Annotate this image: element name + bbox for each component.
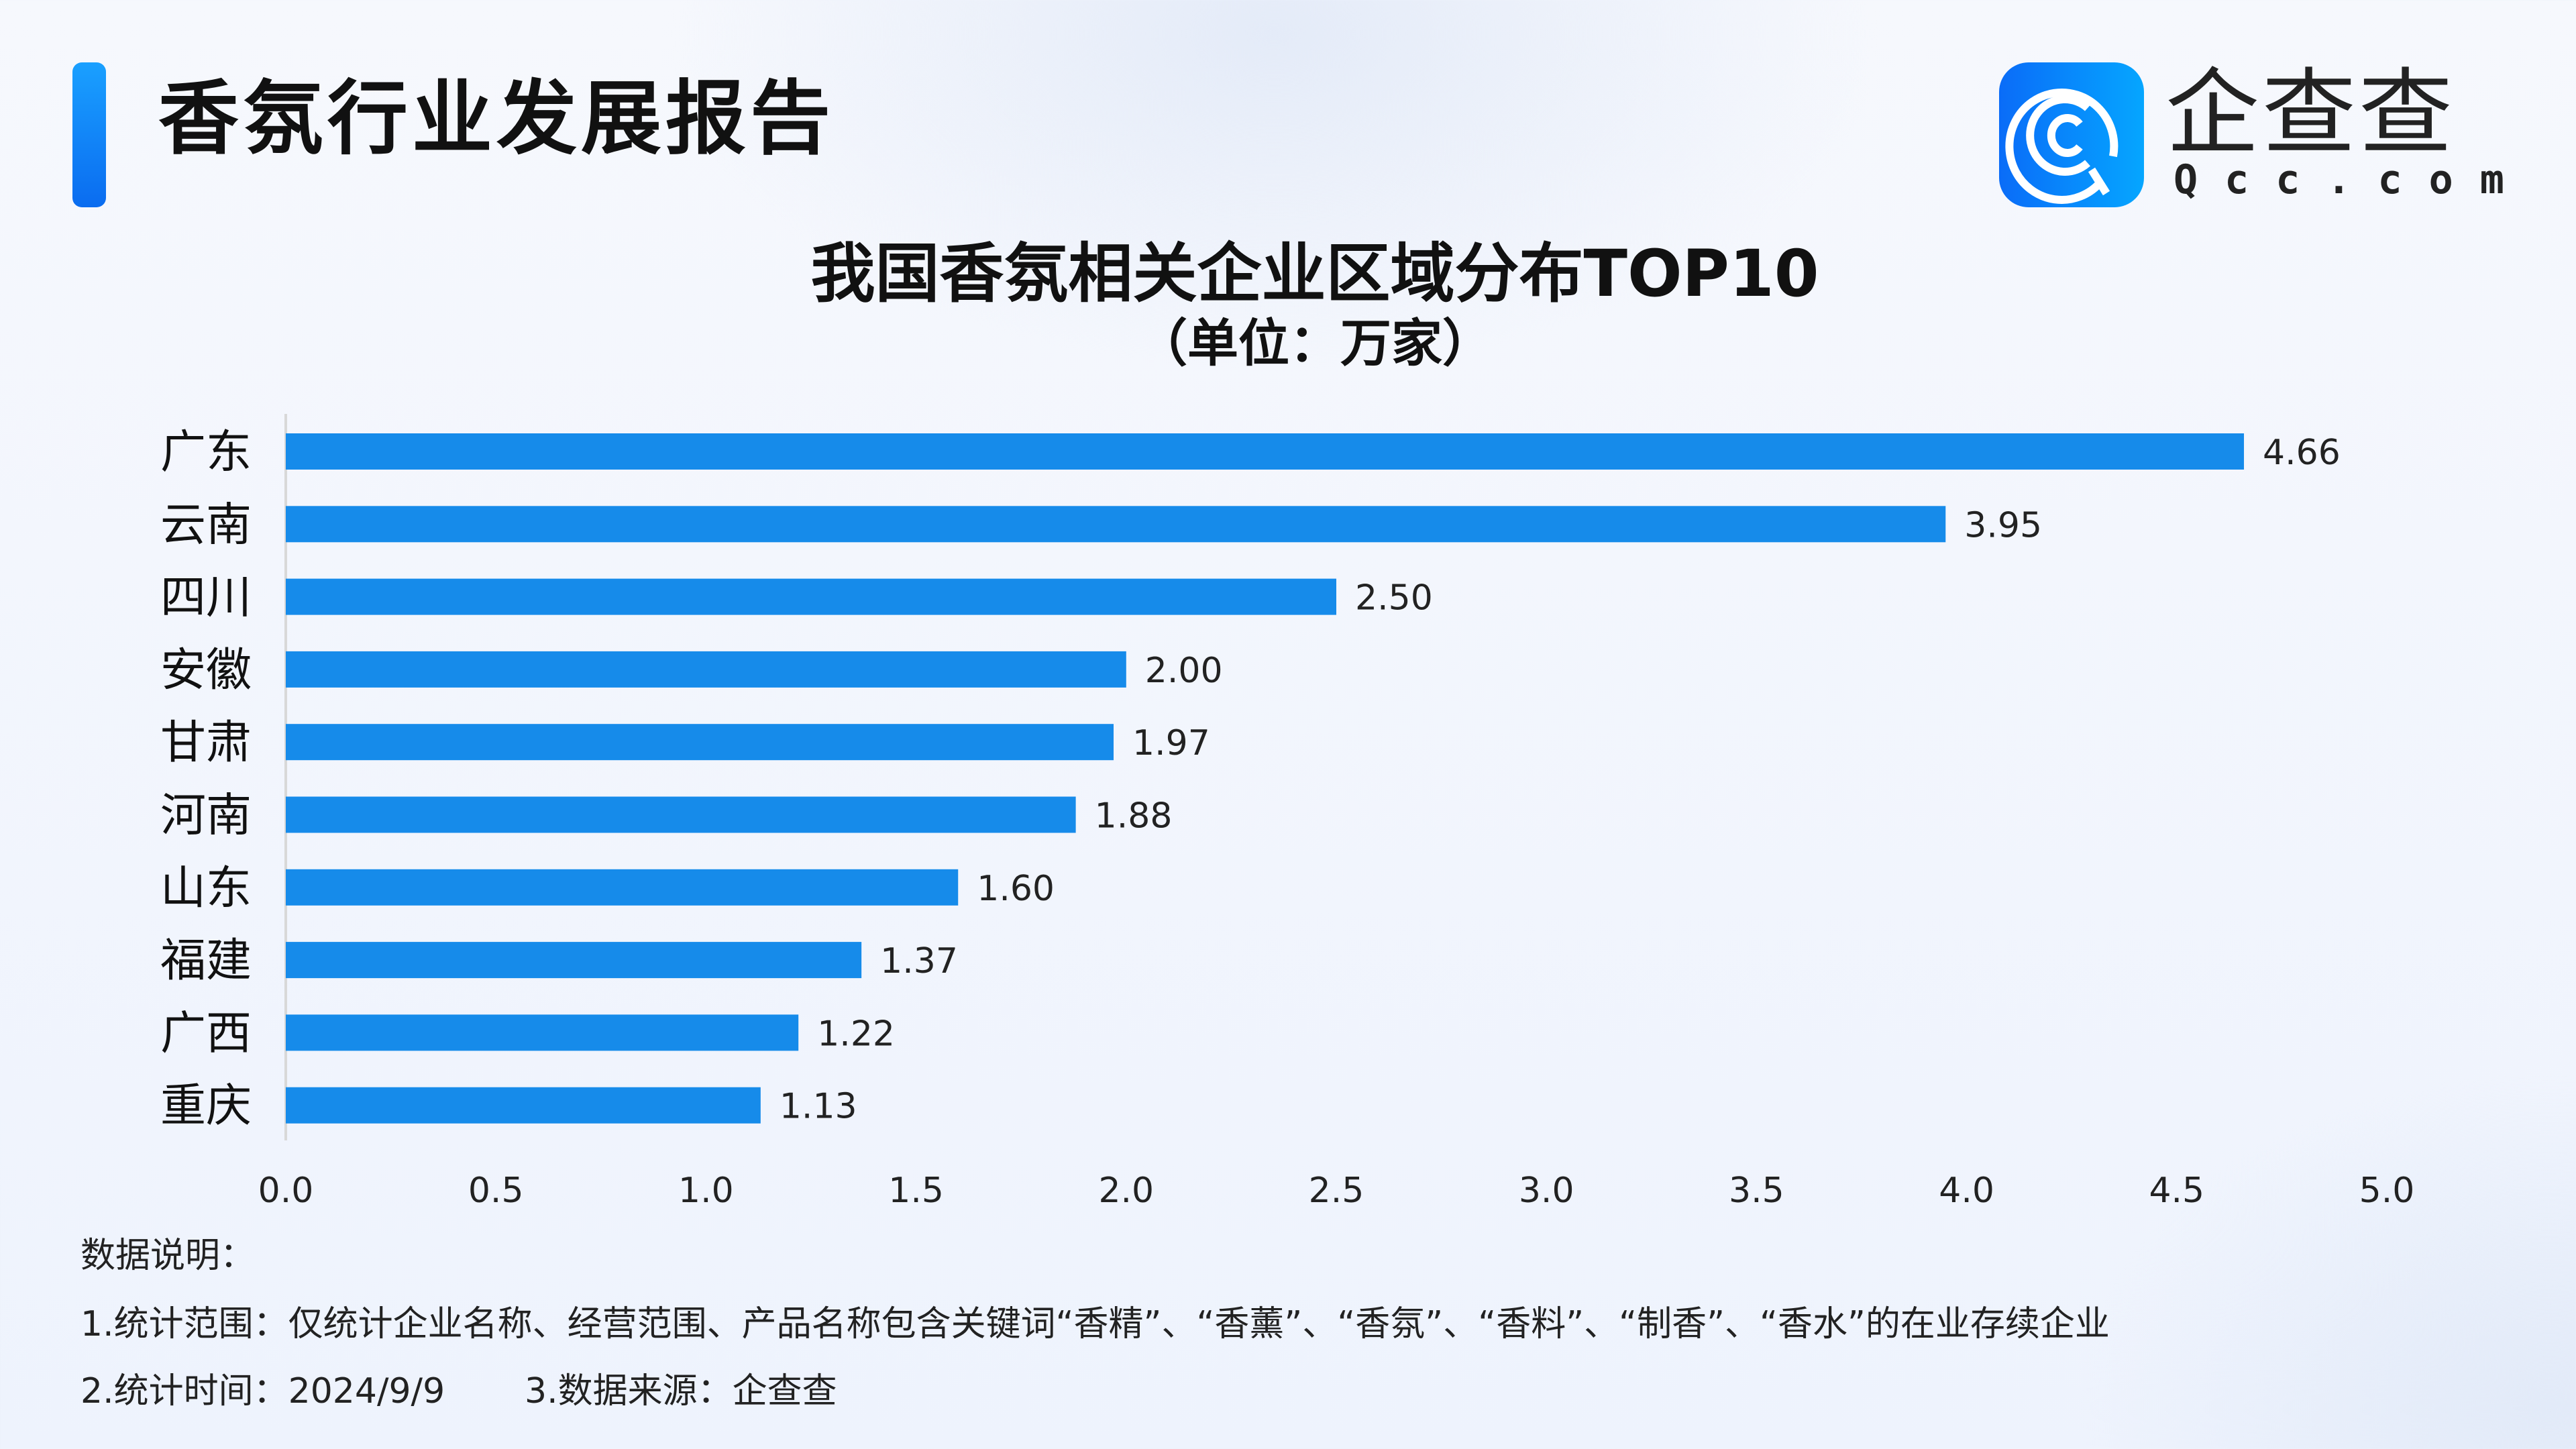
bar-广东 bbox=[286, 433, 2245, 470]
x-tick-label: 4.0 bbox=[1939, 1171, 1994, 1211]
bar-甘肃 bbox=[286, 724, 1114, 761]
category-label: 云南 bbox=[160, 498, 252, 551]
x-tick-label: 2.5 bbox=[1309, 1171, 1364, 1211]
value-label: 2.50 bbox=[1355, 578, 1433, 619]
notes-scope: 1.统计范围：仅统计企业名称、经营范围、产品名称包含关键词“香精”、“香薰”、“… bbox=[80, 1304, 2110, 1344]
value-label: 4.66 bbox=[2263, 433, 2341, 473]
bar-广西 bbox=[286, 1014, 799, 1051]
value-label: 1.97 bbox=[1132, 723, 1210, 763]
notes-heading: 数据说明： bbox=[80, 1236, 256, 1276]
bar-福建 bbox=[286, 942, 862, 979]
value-label: 1.88 bbox=[1095, 796, 1173, 837]
chart-title: 我国香氛相关企业区域分布TOP10 bbox=[810, 236, 1819, 311]
x-tick-label: 0.5 bbox=[468, 1171, 524, 1211]
title-accent-bar bbox=[72, 62, 106, 207]
value-label: 2.00 bbox=[1145, 651, 1223, 691]
value-label: 1.60 bbox=[977, 869, 1055, 909]
logo-text-cn: 企查查 bbox=[2165, 59, 2456, 168]
x-tick-label: 4.5 bbox=[2149, 1171, 2204, 1211]
value-label: 1.13 bbox=[780, 1087, 857, 1127]
category-label: 广东 bbox=[160, 426, 252, 479]
notes-date: 2.统计时间：2024/9/9 bbox=[80, 1371, 445, 1411]
category-label: 四川 bbox=[160, 572, 252, 625]
bar-重庆 bbox=[286, 1087, 761, 1124]
category-label: 甘肃 bbox=[160, 716, 252, 769]
page-title: 香氛行业发展报告 bbox=[158, 72, 835, 166]
notes-source: 3.数据来源：企查查 bbox=[525, 1371, 837, 1411]
category-label: 重庆 bbox=[160, 1080, 252, 1133]
category-label: 河南 bbox=[160, 790, 252, 843]
bar-四川 bbox=[286, 578, 1336, 615]
x-tick-label: 2.0 bbox=[1098, 1171, 1154, 1211]
value-label: 1.37 bbox=[880, 941, 958, 981]
x-tick-label: 1.0 bbox=[678, 1171, 734, 1211]
bar-山东 bbox=[286, 869, 959, 906]
qcc-logo-icon bbox=[1999, 62, 2144, 207]
x-tick-label: 5.0 bbox=[2359, 1171, 2415, 1211]
value-label: 1.22 bbox=[817, 1014, 895, 1054]
chart-subtitle: （单位：万家） bbox=[1136, 313, 1493, 373]
bar-云南 bbox=[286, 506, 1946, 543]
x-tick-label: 0.0 bbox=[258, 1171, 314, 1211]
logo-text-en: Qcc.com bbox=[2174, 156, 2531, 203]
x-tick-label: 1.5 bbox=[888, 1171, 944, 1211]
value-label: 3.95 bbox=[1964, 505, 2042, 545]
category-label: 山东 bbox=[160, 862, 252, 915]
category-label: 安徽 bbox=[160, 644, 252, 697]
category-label: 广西 bbox=[160, 1007, 252, 1060]
x-tick-label: 3.0 bbox=[1519, 1171, 1574, 1211]
category-label: 福建 bbox=[160, 934, 252, 987]
bar-安徽 bbox=[286, 651, 1126, 688]
bar-河南 bbox=[286, 796, 1076, 833]
x-tick-label: 3.5 bbox=[1729, 1171, 1784, 1211]
